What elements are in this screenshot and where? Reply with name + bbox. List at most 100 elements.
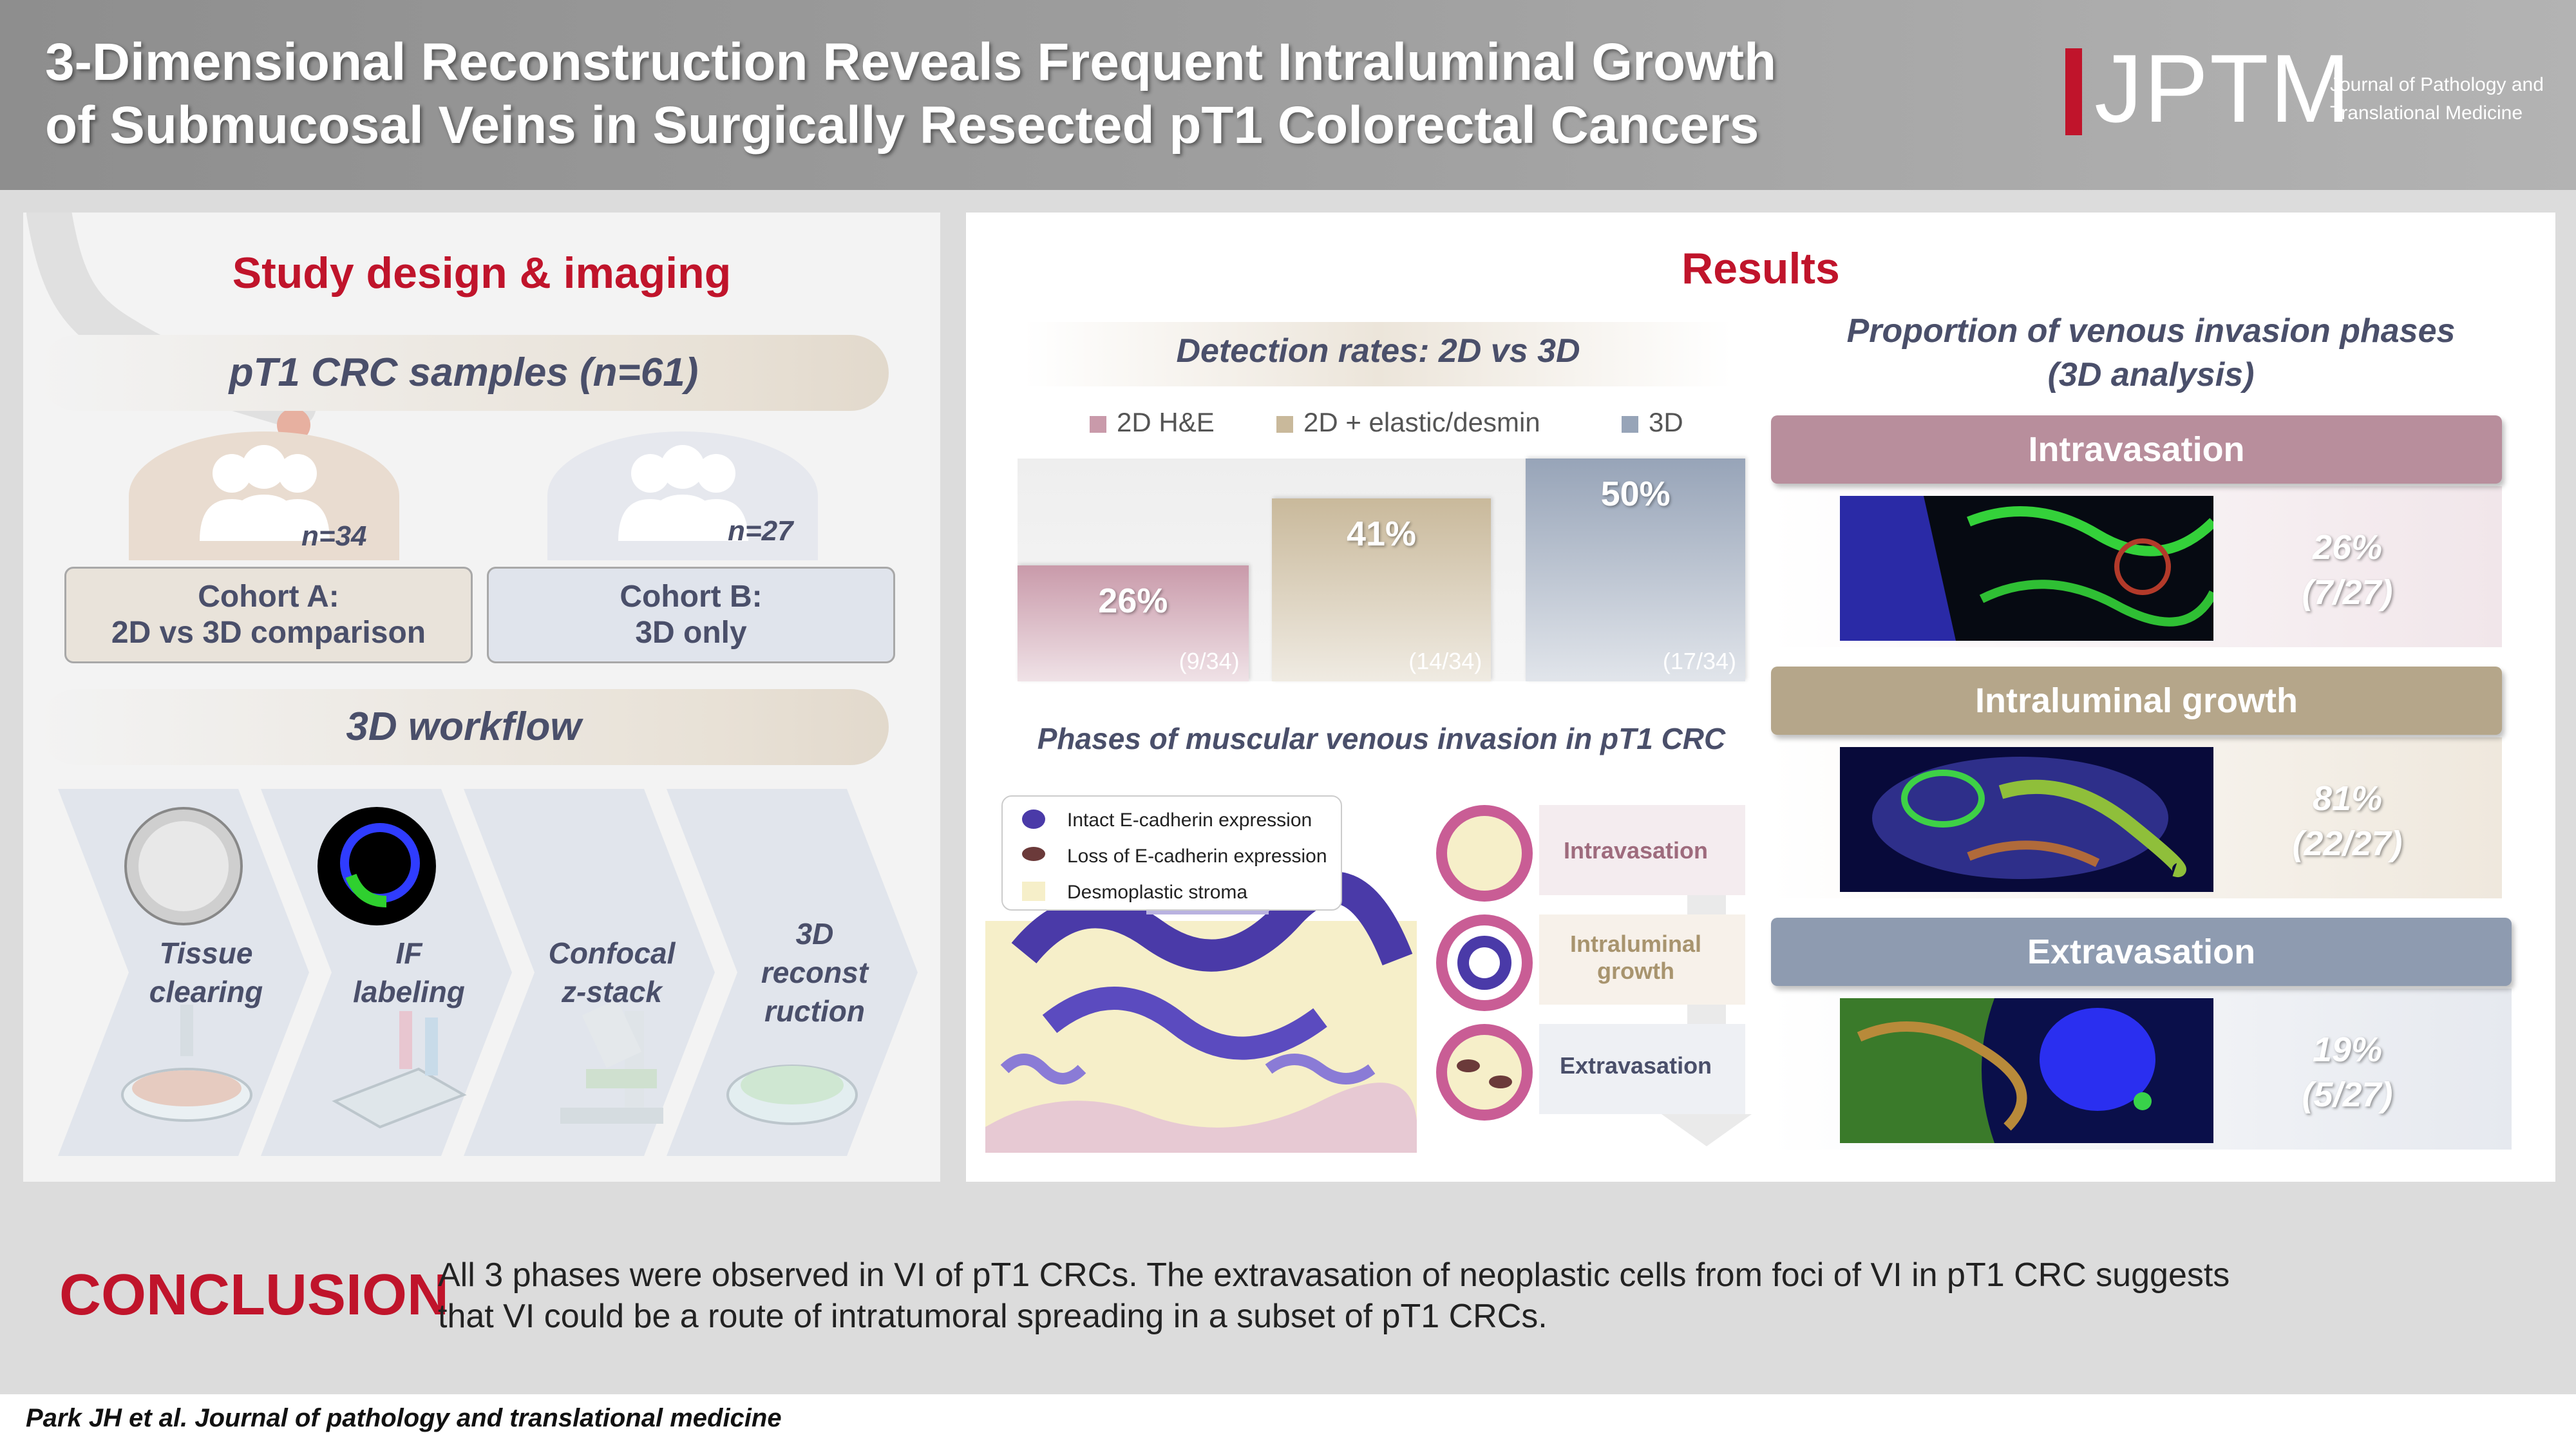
citation: Park JH et al. Journal of pathology and …: [26, 1404, 782, 1432]
legend-intact: Intact E-cadherin expression: [1067, 810, 1312, 831]
study-design-title: Study design & imaging: [232, 249, 732, 298]
people-group-icon: [618, 445, 748, 541]
extravasation-frac: (5/27): [2302, 1075, 2393, 1114]
workflow-step-3: Confocal z-stack: [535, 934, 689, 1011]
cohort-a-name: Cohort A:: [198, 580, 339, 614]
tumor-tissue-illustration: [985, 857, 1417, 1153]
petri-dish-icon: [121, 1005, 252, 1122]
phase-label-line-1: Intravasation: [1563, 837, 1709, 864]
bar-0: 26% (9/34): [1018, 565, 1249, 681]
legend-stroma: Desmoplastic stroma: [1067, 882, 1248, 903]
bar-2: 50% (17/34): [1526, 459, 1745, 681]
extravasation-pct: 19%: [2312, 1030, 2383, 1069]
slide-labeling-icon: [332, 1011, 467, 1129]
legend-swatch: [1276, 415, 1293, 433]
microscope-icon: [560, 999, 663, 1124]
bar-value-label: 41%: [1346, 515, 1417, 553]
intravasation-micrograph: [1840, 496, 2213, 641]
cohort-a-box: Cohort A: 2D vs 3D comparison: [64, 567, 473, 663]
legend-item-elastic: 2D + elastic/desmin: [1276, 407, 1540, 438]
extravasation-header: Extravasation: [1771, 918, 2512, 986]
intravasation-pct: 26%: [2312, 528, 2383, 567]
header-banner: [0, 0, 2576, 190]
bar-fraction-label: (14/34): [1408, 648, 1482, 674]
phase-label-line-1: Extravasation: [1559, 1052, 1712, 1079]
bar-value-label: 50%: [1600, 475, 1671, 513]
phase-label-line-2: growth: [1597, 958, 1674, 984]
cleared-tissue-icon: [124, 807, 243, 925]
conclusion-label: CONCLUSION: [59, 1263, 449, 1327]
proportion-title-line-2: (3D analysis): [2047, 356, 2255, 393]
results-title: Results: [1681, 244, 1840, 293]
title-line-1: 3-Dimensional Reconstruction Reveals Fre…: [45, 33, 1777, 91]
intraluminal-frac: (22/27): [2292, 824, 2403, 863]
phase-label-line-1: Intraluminal: [1569, 931, 1702, 957]
intravasation-header: Intravasation: [1771, 415, 2502, 484]
legend-swatch: [1090, 415, 1106, 433]
journal-logo: JPTM: [2094, 34, 2352, 142]
step-3-line-1: Confocal: [548, 936, 676, 970]
legend-swatch: [1622, 415, 1638, 433]
step-4-line-3: ruction: [764, 994, 865, 1028]
conclusion-bar: [0, 1204, 2576, 1394]
step-1-line-2: clearing: [149, 975, 263, 1009]
legend-item-he: 2D H&E: [1090, 407, 1215, 438]
bar-fraction-label: (17/34): [1662, 648, 1736, 674]
phase-label-intravasation: Intravasation: [1539, 837, 1732, 864]
intraluminal-pct: 81%: [2312, 779, 2383, 818]
journal-name-line-2: Translational Medicine: [2330, 102, 2523, 124]
bar-value-label: 26%: [1098, 582, 1168, 620]
intact-ecadherin-swatch: [1022, 810, 1045, 829]
intraluminal-percent: 81% (22/27): [2241, 776, 2454, 866]
intraluminal-micrograph: [1840, 747, 2213, 892]
proportion-title: Proportion of venous invasion phases (3D…: [1765, 309, 2537, 397]
cohort-b-desc: 3D only: [635, 616, 747, 650]
3d-culture-dish-icon: [726, 1065, 858, 1125]
journal-name-line-1: Journal of Pathology and: [2330, 74, 2544, 95]
step-3-line-2: z-stack: [562, 975, 662, 1009]
page-title: 3-Dimensional Reconstruction Reveals Fre…: [45, 31, 1784, 157]
workflow-chevrons: [58, 789, 918, 1156]
cohort-b-name: Cohort B:: [620, 580, 762, 614]
step-4-line-1: 3D: [795, 917, 834, 951]
intravasation-percent: 26% (7/27): [2241, 525, 2454, 615]
cohort-a-count: n=34: [301, 520, 367, 552]
detection-title: Detection rates: 2D vs 3D: [1176, 332, 1580, 370]
phase-label-extravasation: Extravasation: [1539, 1052, 1732, 1079]
bar-fraction-label: (9/34): [1179, 648, 1240, 674]
step-2-line-1: IF: [395, 936, 422, 970]
proportion-title-line-1: Proportion of venous invasion phases: [1846, 312, 2456, 350]
cohort-b-box: Cohort B: 3D only: [487, 567, 895, 663]
workflow-step-2: IF labeling: [332, 934, 486, 1011]
workflow-step-1: Tissue clearing: [129, 934, 283, 1011]
intraluminal-header: Intraluminal growth: [1771, 667, 2502, 735]
workflow-pill: 3D workflow: [39, 689, 889, 765]
conclusion-text: All 3 phases were observed in VI of pT1 …: [438, 1255, 2467, 1337]
journal-name: Journal of Pathology and Translational M…: [2330, 71, 2544, 128]
stroma-swatch: [1022, 882, 1045, 901]
legend-loss: Loss of E-cadherin expression: [1067, 846, 1327, 867]
phases-title: Phases of muscular venous invasion in pT…: [1037, 722, 1726, 755]
legend-item-3d: 3D: [1622, 407, 1683, 438]
fluorescence-image-icon: [317, 807, 436, 925]
legend-label: 2D H&E: [1117, 407, 1215, 437]
cohort-b-count: n=27: [728, 515, 793, 547]
bar-1: 41% (14/34): [1271, 498, 1492, 681]
step-1-line-1: Tissue: [159, 936, 253, 970]
conclusion-line-2: that VI could be a route of intratumoral…: [438, 1298, 1548, 1335]
step-4-line-2: reconst: [761, 956, 869, 989]
phase-label-intraluminal: Intraluminal growth: [1539, 931, 1732, 985]
venous-invasion-phases-illustration: [1436, 805, 1752, 1146]
phase-legend: Intact E-cadherin expression Loss of E-c…: [1001, 795, 1342, 911]
cohort-a-desc: 2D vs 3D comparison: [111, 616, 426, 650]
intravasation-frac: (7/27): [2302, 573, 2393, 612]
samples-pill: pT1 CRC samples (n=61): [39, 335, 889, 411]
detection-title-band: [1024, 322, 1732, 386]
detection-bar-chart: 26% (9/34) 41% (14/34) 50% (17/34): [1018, 459, 1745, 681]
extravasation-micrograph: [1840, 998, 2213, 1143]
conclusion-line-1: All 3 phases were observed in VI of pT1 …: [438, 1256, 2230, 1294]
legend-label: 3D: [1649, 407, 1683, 437]
people-group-icon: [200, 445, 330, 541]
title-line-2: of Submucosal Veins in Surgically Resect…: [45, 96, 1759, 155]
legend-label: 2D + elastic/desmin: [1303, 407, 1540, 437]
